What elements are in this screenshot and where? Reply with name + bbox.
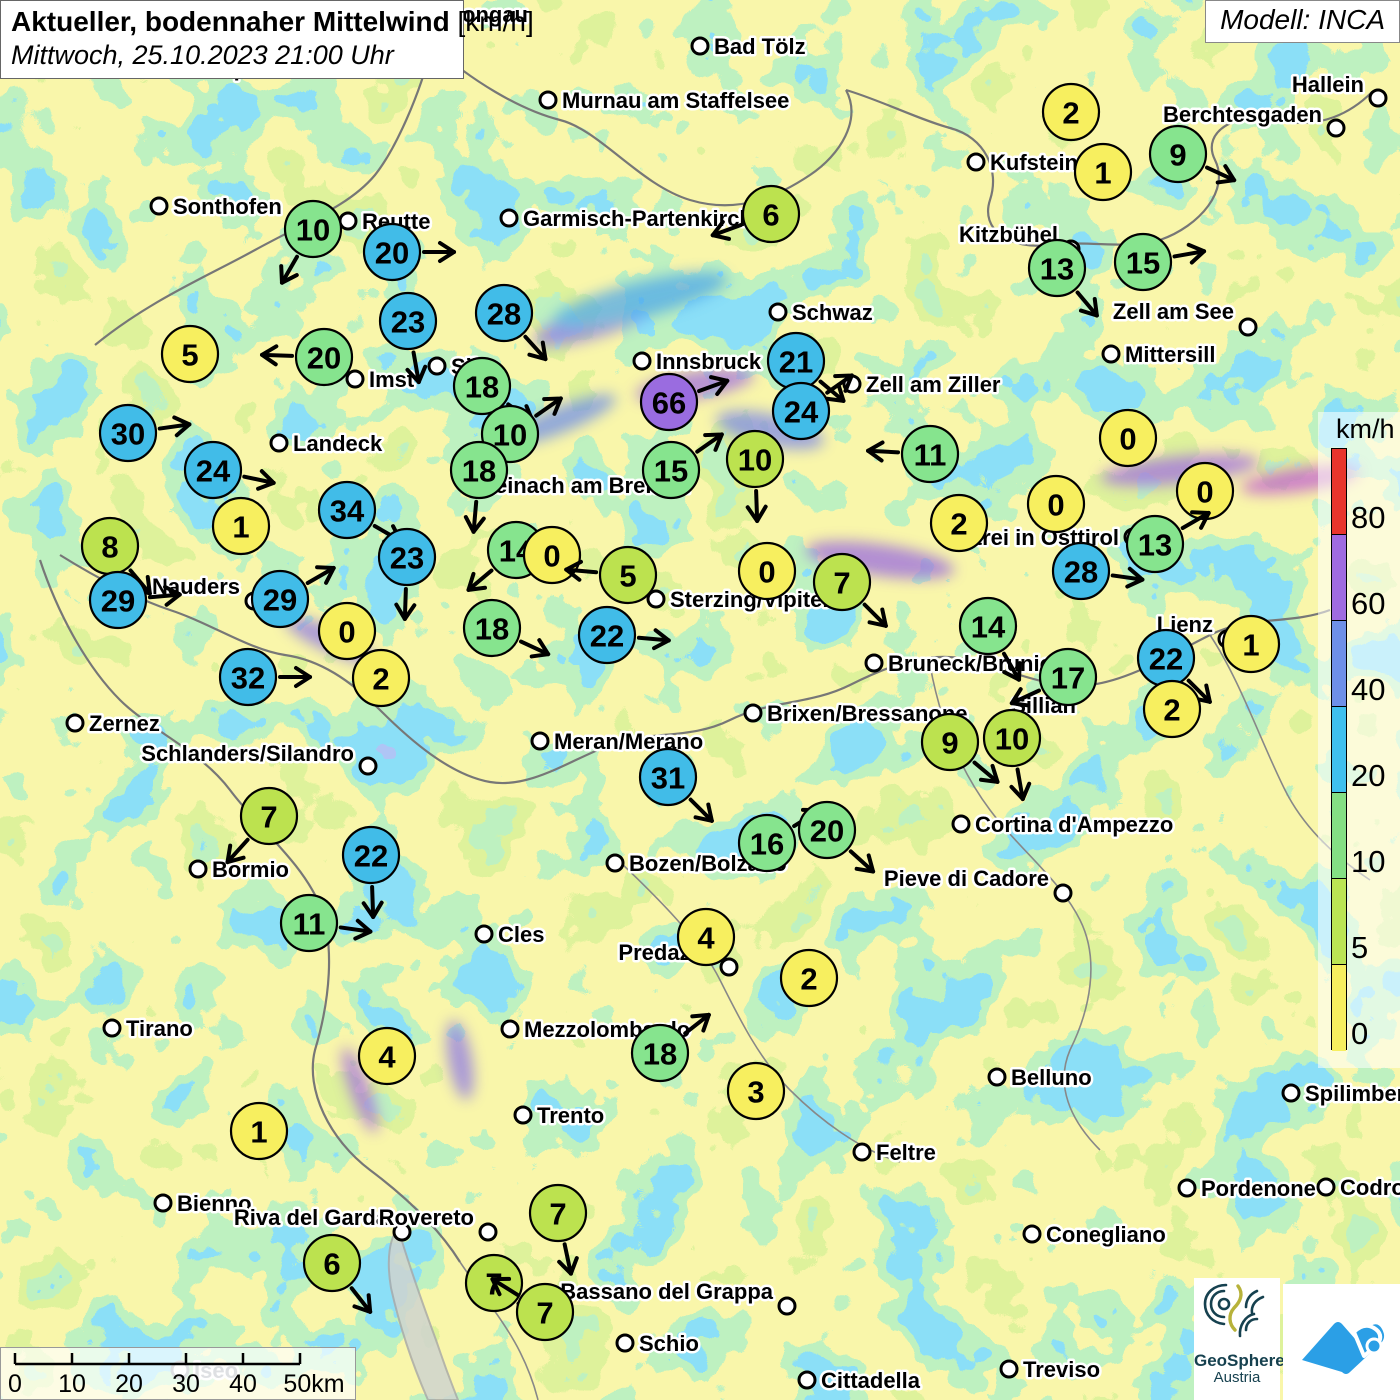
- blue-mountain-icon: [1301, 1322, 1384, 1374]
- legend-unit: km/h: [1336, 414, 1395, 444]
- legend-tick-label: 40: [1351, 672, 1386, 707]
- legend-tick-label: 5: [1351, 930, 1369, 965]
- legend-segment: [1332, 879, 1346, 965]
- legend-segment: [1332, 793, 1346, 879]
- legend-tick-label: 60: [1351, 586, 1386, 621]
- legend-color-bar: [1331, 448, 1347, 1051]
- partner-logo: [1283, 1284, 1400, 1400]
- map-scalebar: 0 10 20 30 40 50km: [0, 1347, 356, 1400]
- geosphere-logo: GeoSphere Austria: [1194, 1278, 1285, 1400]
- legend-segment: [1332, 449, 1346, 535]
- legend-segment: [1332, 965, 1346, 1051]
- scalebar-label: 40: [229, 1370, 257, 1398]
- scalebar-label: 10: [58, 1370, 86, 1398]
- geosphere-logo-subtext: Austria: [1213, 1369, 1261, 1386]
- scalebar-label: 50km: [283, 1370, 345, 1398]
- model-label: Modell: INCA: [1205, 0, 1400, 43]
- scalebar-label: 30: [172, 1370, 200, 1398]
- legend-tick-label: 10: [1351, 844, 1386, 879]
- legend-tick-label: 80: [1351, 500, 1386, 535]
- page-title: Aktueller, bodennaher Mittelwind: [11, 6, 450, 37]
- scalebar-label: 0: [8, 1370, 22, 1398]
- legend-tick-label: 0: [1351, 1016, 1369, 1051]
- contour-swirl-icon: [1203, 1283, 1265, 1338]
- geosphere-logo-text: GeoSphere: [1194, 1351, 1285, 1370]
- timestamp: Mittwoch, 25.10.2023 21:00 Uhr: [11, 40, 394, 70]
- legend-tick-label: 20: [1351, 758, 1386, 793]
- color-legend: km/h 80 60 40 20 10 5 0: [1318, 412, 1400, 1068]
- legend-segment: [1332, 535, 1346, 621]
- map-title-box: Aktueller, bodennaher Mittelwind [km/h] …: [0, 0, 534, 79]
- scalebar-label: 20: [115, 1370, 143, 1398]
- title-unit: [km/h]: [449, 6, 534, 37]
- lake-garda-shape: [387, 1225, 460, 1400]
- legend-segment: [1332, 621, 1346, 707]
- legend-segment: [1332, 707, 1346, 793]
